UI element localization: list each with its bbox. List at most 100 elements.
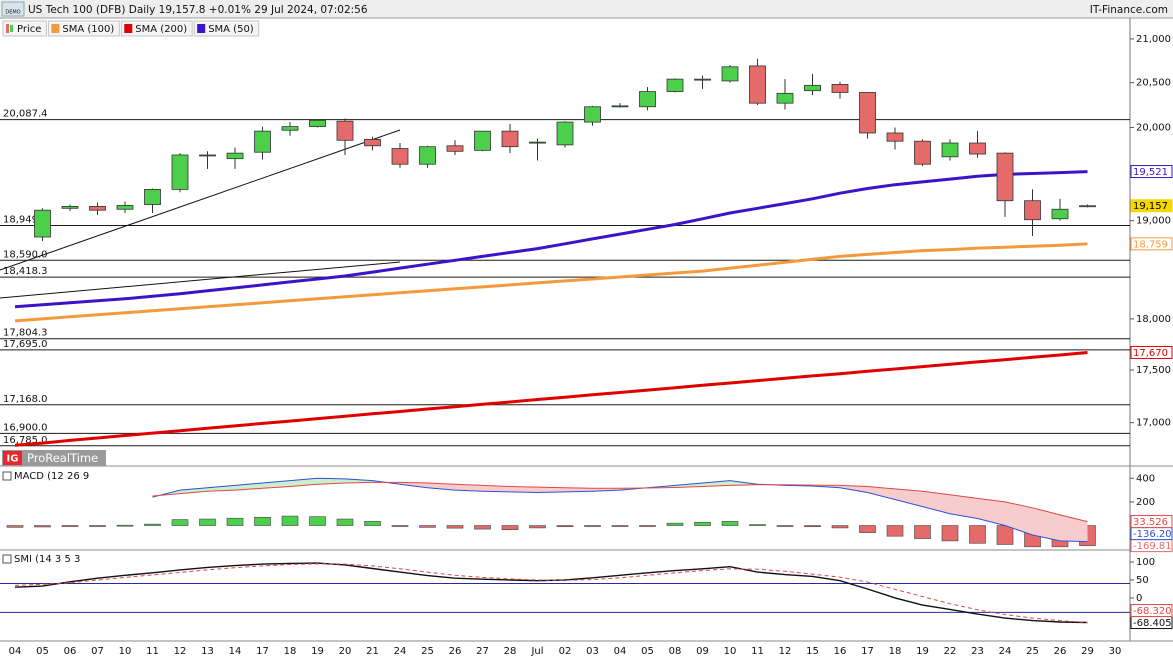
- sma-line: [14, 170, 1088, 309]
- candle-body: [89, 205, 106, 211]
- y-tick-label: 17,500: [1136, 365, 1171, 376]
- histogram-bar: [639, 525, 656, 527]
- indicator-icon: [2, 471, 12, 481]
- legend-box: [47, 20, 120, 37]
- y-tick-label: 21,000: [1136, 34, 1171, 45]
- legend-icon: [124, 24, 133, 33]
- y-tick-label: 50: [1136, 575, 1149, 586]
- y-tick-label: 20,500: [1136, 78, 1171, 89]
- x-tick-label: 21: [366, 646, 379, 657]
- candle-body: [364, 138, 381, 147]
- histogram-bar: [831, 525, 849, 529]
- candle-body: [996, 152, 1014, 202]
- indicator-icon: [2, 554, 12, 564]
- brand-ig: IG: [7, 454, 19, 465]
- histogram-bar: [941, 525, 959, 542]
- value-tag-label: -68.320: [1133, 606, 1172, 617]
- y-tick-label: 400: [1136, 473, 1155, 484]
- value-tag-label: 17,670: [1133, 348, 1168, 359]
- candle-body: [419, 146, 436, 165]
- x-tick-label: 02: [559, 646, 572, 657]
- histogram-bar: [281, 515, 299, 526]
- macd-fill: [977, 498, 1005, 526]
- source: IT-Finance.com: [1090, 4, 1168, 16]
- histogram-bar: [116, 524, 134, 527]
- level-label: 18,590.0: [3, 249, 48, 260]
- x-tick-label: 17: [256, 646, 269, 657]
- macd-fill: [317, 478, 345, 485]
- histogram-bar: [171, 519, 189, 526]
- x-tick-label: 09: [696, 646, 709, 657]
- histogram-bar: [6, 525, 24, 528]
- x-tick-label: 26: [1054, 646, 1067, 657]
- candle-body: [859, 92, 876, 134]
- level-label: 18,418.3: [3, 266, 48, 277]
- legend-label: Price: [17, 24, 41, 35]
- chart-title: US Tech 100 (DFB) Daily 19,157.8 +0.01% …: [28, 4, 368, 16]
- x-tick-label: 19: [311, 646, 324, 657]
- y-tick-label: 19,000: [1136, 216, 1171, 227]
- value-tag: [1130, 345, 1173, 359]
- value-tag-label: 19,521: [1133, 167, 1168, 178]
- histogram-bar: [226, 517, 244, 526]
- indicator-title: SMI (14 3 5 3: [14, 554, 80, 565]
- indicator-line: [14, 562, 1088, 624]
- histogram-bar: [694, 521, 711, 526]
- histogram-bar: [254, 516, 271, 526]
- x-tick-label: 12: [779, 646, 792, 657]
- x-tick-label: 12: [174, 646, 187, 657]
- histogram-bar: [419, 525, 436, 528]
- plot-layer: 21,000 20,500 20,000 19,000 18,000 17,500 17,0…: [0, 20, 1173, 657]
- candle-body: [776, 92, 794, 104]
- level-label: 17,804.3: [3, 328, 48, 339]
- candle-body: [969, 142, 986, 155]
- macd-fill: [1005, 501, 1033, 535]
- brand-ig-box: [3, 451, 22, 465]
- x-tick-label: 05: [641, 646, 654, 657]
- legend-label: SMA (200): [135, 24, 187, 35]
- brand-box: [2, 450, 106, 466]
- legend-icon: [10, 25, 13, 32]
- x-tick-label: 22: [944, 646, 957, 657]
- x-tick-label: 04: [9, 646, 22, 657]
- level-label: 17,168.0: [3, 394, 48, 405]
- candle-body: [721, 66, 739, 82]
- candle-body: [914, 140, 931, 165]
- histogram-bar: [611, 525, 629, 527]
- sma-line: [14, 351, 1088, 447]
- x-tick-label: 10: [724, 646, 737, 657]
- value-tag: [1130, 199, 1173, 213]
- level-label: 17,695.0: [3, 339, 48, 350]
- y-tick-label: 18,000: [1136, 314, 1171, 325]
- histogram-bar: [336, 518, 354, 526]
- x-tick-label: 11: [146, 646, 159, 657]
- histogram-bar: [501, 525, 519, 530]
- candle-body: [666, 78, 684, 92]
- histogram-bar: [776, 525, 794, 527]
- brand: ProRealTime: [27, 451, 98, 465]
- value-tag-label: -169.81: [1133, 541, 1172, 552]
- x-tick-label: 04: [614, 646, 627, 657]
- x-tick-label: 16: [834, 646, 847, 657]
- value-tag: [1130, 515, 1173, 529]
- legend-box: [120, 20, 193, 37]
- histogram-bar: [144, 523, 161, 526]
- candle-body: [556, 121, 574, 146]
- histogram-bar: [364, 521, 381, 526]
- candle-body: [446, 145, 464, 152]
- x-tick-label: 23: [971, 646, 984, 657]
- macd-fill: [537, 487, 565, 493]
- candle-body: [886, 132, 904, 142]
- candle-body: [199, 154, 216, 157]
- x-tick-label: 20: [339, 646, 352, 657]
- x-tick-label: Jul: [530, 646, 543, 657]
- candle-body: [694, 78, 711, 81]
- level-label: 18,949.5: [3, 215, 48, 226]
- candle-body: [1051, 208, 1069, 220]
- histogram-bar: [666, 522, 684, 526]
- x-tick-label: 19: [916, 646, 929, 657]
- x-tick-label: 24: [999, 646, 1012, 657]
- value-tag-label: 33.526: [1133, 517, 1168, 528]
